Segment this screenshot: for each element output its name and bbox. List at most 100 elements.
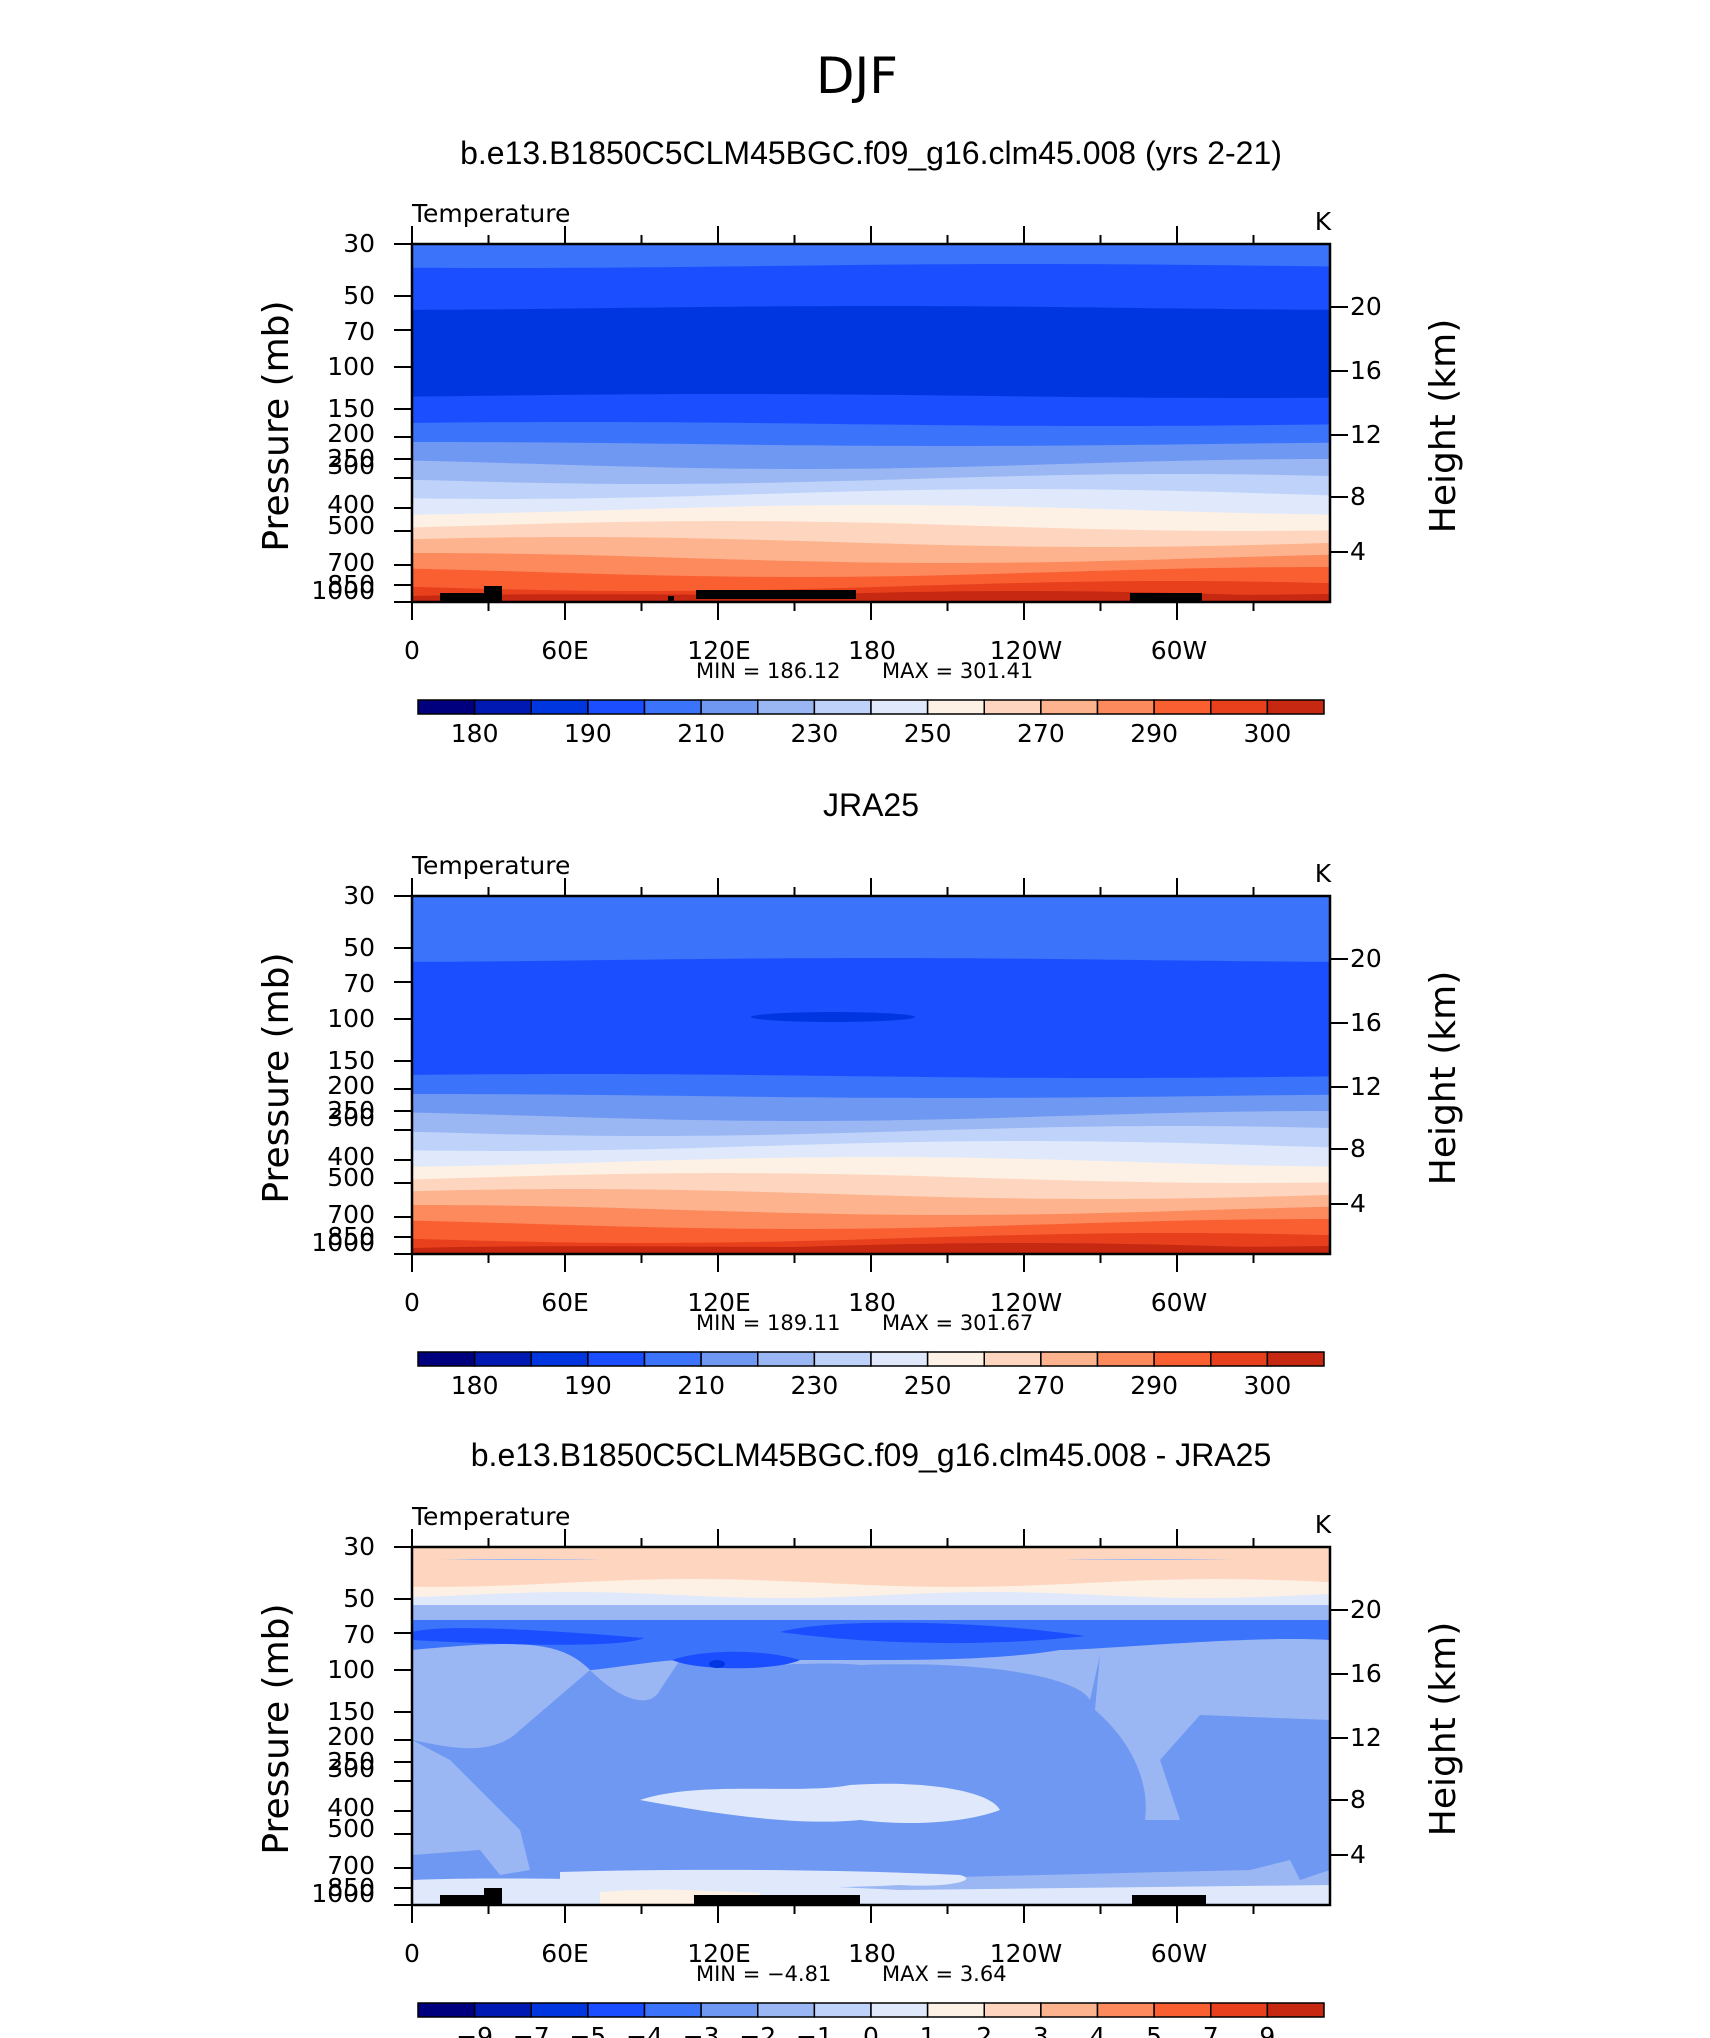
contour-min-region — [709, 1660, 725, 1668]
y-tick-label: 150 — [327, 394, 375, 423]
colorbar-label: −2 — [739, 2022, 776, 2038]
colorbar-box — [1040, 1351, 1099, 1367]
y-tick-label: 300 — [327, 1103, 375, 1132]
colorbar-box — [1266, 1351, 1325, 1367]
terrain-mask — [1130, 593, 1202, 602]
height-tick-label: 12 — [1350, 1723, 1382, 1752]
y-tick-label: 30 — [343, 881, 375, 910]
contour-max-band — [412, 594, 1330, 602]
contour-band — [640, 1783, 1000, 1823]
colorbar-box — [587, 699, 646, 715]
y-tick-label: 30 — [343, 1532, 375, 1561]
top-ticks — [411, 878, 1255, 896]
variable-label: Temperature — [411, 851, 570, 880]
variable-label: Temperature — [411, 199, 570, 228]
colorbar-box — [926, 2002, 985, 2018]
colorbar-box — [813, 2002, 872, 2018]
y-tick-label: 850 — [327, 570, 375, 599]
panel-3: b.e13.B1850C5CLM45BGC.f09_g16.clm45.008 … — [256, 1437, 1464, 2038]
panel-title: JRA25 — [823, 787, 919, 823]
colorbar-box — [757, 699, 816, 715]
x-tick-label: 0 — [404, 636, 420, 665]
panel-title: b.e13.B1850C5CLM45BGC.f09_g16.clm45.008 … — [460, 135, 1282, 171]
units-label: K — [1315, 859, 1332, 888]
colorbar-box — [417, 1351, 476, 1367]
colorbar-label: 250 — [904, 1371, 952, 1400]
colorbar-label: 300 — [1244, 719, 1292, 748]
colorbar-box — [1096, 699, 1155, 715]
colorbar-box — [983, 699, 1042, 715]
colorbar-box — [983, 1351, 1042, 1367]
x-tick-label: 120W — [990, 636, 1062, 665]
contour-band — [780, 1622, 1085, 1644]
x-tick-label: 120W — [990, 1288, 1062, 1317]
colorbar: −9 −7 −5 −4 −3 −2 −1 0 1 2 3 4 5 7 9 — [417, 2002, 1325, 2038]
y-tick-label: 50 — [343, 281, 375, 310]
colorbar-label: 190 — [564, 1371, 612, 1400]
x-axis: 0 60E 120E 180 120W 60W — [404, 602, 1255, 665]
terrain-mask — [484, 586, 502, 602]
y-tick-label: 150 — [327, 1046, 375, 1075]
colorbar-label: 9 — [1259, 2022, 1275, 2038]
x-tick-label: 60E — [541, 1288, 589, 1317]
height-tick-label: 4 — [1350, 1189, 1366, 1218]
y-tick-label: 500 — [327, 1163, 375, 1192]
y-tick-label: 400 — [327, 1142, 375, 1171]
colorbar-label: 7 — [1203, 2022, 1219, 2038]
min-label: MIN = 186.12 — [696, 659, 840, 683]
x-tick-label: 180 — [848, 1288, 896, 1317]
y-tick-label: 1000 — [311, 1228, 375, 1257]
colorbar-box — [643, 2002, 702, 2018]
contour-min-region — [628, 333, 1000, 376]
y-tick-label: 500 — [327, 511, 375, 540]
y-tick-label: 30 — [343, 229, 375, 258]
colorbar-box — [530, 1351, 589, 1367]
min-label: MIN = −4.81 — [696, 1962, 831, 1986]
top-ticks — [411, 226, 1255, 244]
y-tick-label: 700 — [327, 548, 375, 577]
colorbar-label: 1 — [920, 2022, 936, 2038]
colorbar-box — [1266, 699, 1325, 715]
colorbar-box — [700, 699, 759, 715]
y-tick-label: 700 — [327, 1200, 375, 1229]
y-axis-title: Pressure (mb) — [256, 300, 297, 551]
colorbar-box — [870, 1351, 929, 1367]
y-axis-title: Pressure (mb) — [256, 952, 297, 1203]
height-axis: 20 16 12 8 4 — [1330, 944, 1382, 1218]
x-tick-label: 120W — [990, 1939, 1062, 1968]
terrain-mask — [484, 1888, 502, 1905]
x-tick-label: 180 — [848, 1939, 896, 1968]
height-tick-label: 16 — [1350, 356, 1382, 385]
colorbar-box — [700, 1351, 759, 1367]
colorbar-label: −4 — [626, 2022, 663, 2038]
x-axis: 0 60E 120E 180 120W 60W — [404, 1254, 1255, 1317]
colorbar-label: 290 — [1130, 719, 1178, 748]
colorbar-label: 3 — [1033, 2022, 1049, 2038]
colorbar-label: 300 — [1244, 1371, 1292, 1400]
colorbar-label: −5 — [569, 2022, 606, 2038]
y-tick-label: 300 — [327, 451, 375, 480]
x-tick-label: 0 — [404, 1288, 420, 1317]
colorbar-box — [587, 1351, 646, 1367]
y-tick-label: 70 — [343, 317, 375, 346]
colorbar: 180 190 210 230 250 270 290 300 — [417, 699, 1325, 748]
y-tick-label: 1000 — [311, 1879, 375, 1908]
colorbar-label: −9 — [456, 2022, 493, 2038]
page-title: DJF — [816, 47, 898, 105]
height-tick-label: 20 — [1350, 1595, 1382, 1624]
height-tick-label: 12 — [1350, 1072, 1382, 1101]
terrain-mask — [440, 593, 500, 602]
y-tick-label: 50 — [343, 1584, 375, 1613]
y-tick-label: 700 — [327, 1851, 375, 1880]
colorbar-label: 270 — [1017, 719, 1065, 748]
terrain-mask — [696, 590, 856, 599]
y-tick-label: 250 — [327, 1747, 375, 1776]
height-tick-label: 20 — [1350, 292, 1382, 321]
max-label: MAX = 3.64 — [882, 1962, 1007, 1986]
height-tick-label: 8 — [1350, 1785, 1366, 1814]
x-tick-label: 60W — [1151, 1939, 1208, 1968]
contour-band — [412, 1628, 644, 1645]
colorbar-label: 210 — [677, 1371, 725, 1400]
